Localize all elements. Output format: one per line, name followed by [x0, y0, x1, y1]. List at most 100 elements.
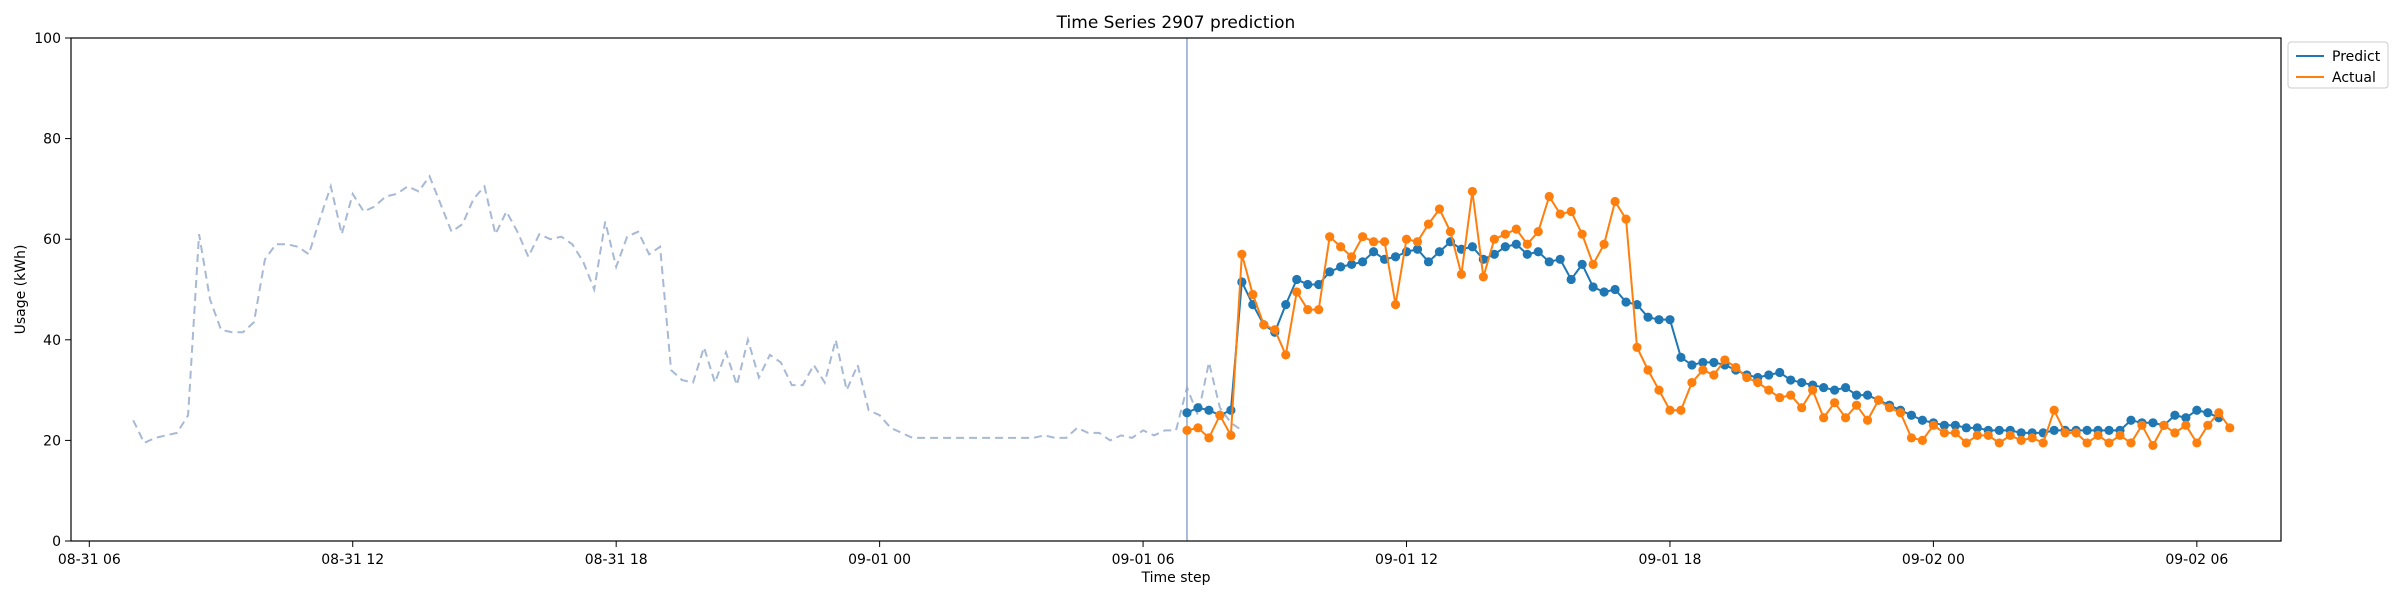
point-predict	[1621, 297, 1631, 307]
point-actual	[1884, 403, 1895, 413]
point-actual	[2148, 440, 2158, 451]
point-actual	[1434, 204, 1445, 214]
point-actual	[2104, 438, 2114, 448]
point-predict	[2148, 418, 2158, 428]
point-actual	[2126, 438, 2136, 448]
point-predict	[2181, 413, 2191, 423]
point-predict	[1775, 367, 1785, 378]
point-actual	[1786, 390, 1796, 400]
x-tick-label: 09-02 00	[1902, 552, 1965, 568]
x-tick-label: 09-01 00	[848, 552, 911, 568]
point-predict	[1643, 312, 1653, 322]
point-actual	[1950, 428, 1960, 438]
point-actual	[1961, 438, 1971, 448]
point-actual	[1533, 227, 1543, 237]
point-predict	[2170, 410, 2180, 420]
point-predict	[1819, 382, 1829, 393]
point-predict	[1709, 357, 1719, 368]
point-actual	[1983, 430, 1993, 440]
point-actual	[1873, 395, 1884, 405]
point-predict	[2016, 428, 2026, 438]
point-predict	[1358, 257, 1368, 267]
point-actual	[1764, 385, 1774, 395]
point-predict	[2192, 405, 2202, 415]
point-predict	[1599, 287, 1609, 297]
point-actual	[1281, 350, 1291, 360]
x-tick-label: 09-01 06	[1112, 552, 1175, 568]
point-predict	[1840, 382, 1851, 393]
point-predict	[1182, 408, 1192, 418]
point-actual	[1972, 430, 1982, 440]
point-actual	[2016, 435, 2026, 445]
point-predict	[1434, 247, 1445, 257]
y-tick-label: 100	[34, 31, 61, 47]
point-actual	[1467, 186, 1477, 197]
point-actual	[1819, 413, 1829, 423]
point-actual	[2049, 405, 2059, 415]
point-actual	[1423, 219, 1434, 229]
y-tick-label: 40	[43, 333, 61, 349]
point-predict	[1336, 262, 1346, 272]
point-actual	[1939, 428, 1949, 438]
point-actual	[1314, 305, 1324, 315]
point-actual	[2225, 423, 2235, 433]
point-actual	[2214, 408, 2224, 418]
point-predict	[2104, 425, 2114, 435]
point-predict	[1281, 299, 1291, 310]
point-actual	[1720, 355, 1730, 365]
point-predict	[1226, 405, 1236, 415]
point-actual	[2170, 428, 2180, 438]
point-actual	[1610, 196, 1620, 207]
x-tick-label: 09-01 12	[1375, 552, 1438, 568]
axes: 0 20 40 60 80 100 08-31 06 08-31 12 08-31 18 09-0…	[34, 31, 2282, 568]
point-predict	[1467, 242, 1477, 252]
point-actual	[1292, 287, 1302, 297]
point-actual	[2060, 428, 2070, 438]
point-actual	[1928, 420, 1939, 430]
point-predict	[1588, 282, 1598, 292]
point-actual	[1709, 370, 1719, 380]
point-predict	[1390, 252, 1401, 262]
point-predict	[1950, 420, 1960, 430]
point-predict	[1906, 410, 1917, 420]
point-predict	[1566, 274, 1576, 285]
plot-frame	[70, 37, 2282, 542]
point-predict	[1533, 247, 1543, 257]
point-actual	[1906, 433, 1917, 443]
point-predict	[1500, 242, 1510, 252]
point-predict	[1939, 420, 1949, 430]
point-predict	[1577, 259, 1587, 269]
point-predict	[2049, 425, 2059, 435]
point-predict	[1423, 257, 1434, 267]
point-actual	[1742, 372, 1752, 383]
chart-title: Time Series 2907 prediction	[1056, 13, 1296, 33]
point-predict	[1698, 357, 1708, 368]
point-predict	[1610, 284, 1620, 295]
legend-label-predict: Predict	[2332, 49, 2381, 65]
point-predict	[1511, 239, 1521, 249]
point-actual	[2027, 433, 2037, 443]
point-actual	[2159, 420, 2169, 430]
y-axis-title: Usage (kWh)	[13, 245, 29, 335]
point-predict	[1961, 423, 1971, 433]
point-predict	[1412, 244, 1423, 254]
legend-label-actual: Actual	[2332, 70, 2376, 86]
x-tick-label: 09-01 18	[1638, 552, 1701, 568]
x-tick-label: 08-31 18	[585, 552, 648, 568]
point-actual	[2005, 430, 2015, 440]
point-actual	[2082, 438, 2092, 448]
point-actual	[1489, 234, 1499, 244]
point-actual	[1478, 272, 1488, 282]
plot-area	[132, 38, 2235, 541]
point-actual	[1511, 224, 1521, 234]
point-actual	[1840, 413, 1851, 423]
point-actual	[1687, 377, 1697, 388]
point-actual	[1544, 191, 1554, 202]
point-actual	[1994, 438, 2004, 448]
point-predict	[1522, 249, 1532, 259]
point-actual	[1401, 234, 1412, 244]
point-actual	[1358, 232, 1368, 242]
point-actual	[1862, 415, 1873, 425]
point-predict	[1314, 279, 1324, 290]
point-actual	[1555, 209, 1565, 219]
